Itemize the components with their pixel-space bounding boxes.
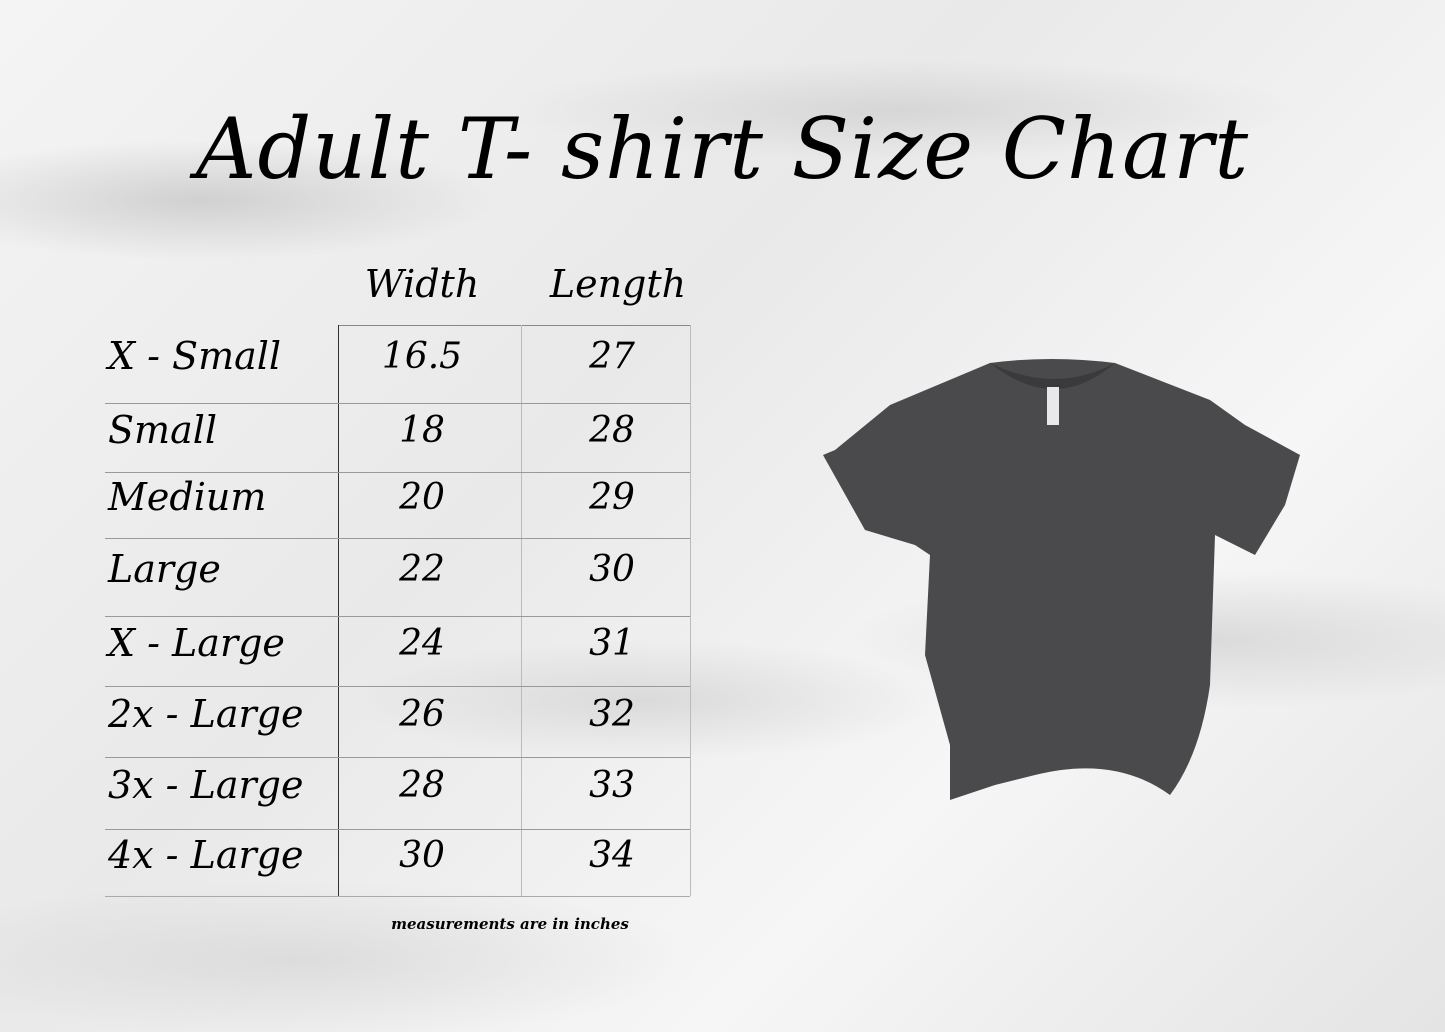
tshirt-body <box>823 359 1300 800</box>
length-value: 29 <box>589 477 635 518</box>
width-value: 18 <box>399 409 445 451</box>
length-value: 33 <box>589 765 635 806</box>
row-divider <box>105 896 690 897</box>
tshirt-collar <box>990 363 1115 389</box>
length-value: 30 <box>589 549 635 590</box>
row-divider <box>105 403 690 404</box>
length-value: 27 <box>589 336 635 377</box>
row-divider <box>105 829 690 830</box>
size-label: X - Small <box>108 334 282 378</box>
table-column-divider <box>521 325 522 896</box>
width-value: 26 <box>399 693 445 735</box>
width-value: 28 <box>399 765 445 806</box>
table-divider <box>338 325 339 896</box>
size-label: 3x - Large <box>108 763 304 807</box>
size-label: X - Large <box>108 621 285 665</box>
width-value: 30 <box>399 834 445 876</box>
size-label: 2x - Large <box>108 691 304 736</box>
chart-title: Adult T- shirt Size Chart <box>195 100 1250 198</box>
length-value: 32 <box>589 693 635 735</box>
length-value: 31 <box>589 623 635 664</box>
table-top-border <box>338 325 690 326</box>
row-divider <box>105 616 690 617</box>
size-label: Medium <box>108 475 267 519</box>
column-header-length: Length <box>549 262 687 306</box>
measurement-note: measurements are in inches <box>391 915 629 933</box>
length-value: 28 <box>589 409 635 451</box>
width-value: 24 <box>399 623 445 664</box>
row-divider <box>105 757 690 758</box>
tshirt-image <box>823 359 1300 800</box>
table-right-border <box>690 325 691 896</box>
width-value: 22 <box>399 549 445 590</box>
column-header-width: Width <box>364 262 480 306</box>
row-divider <box>105 472 690 473</box>
row-divider <box>105 538 690 539</box>
row-divider <box>105 686 690 687</box>
size-label: 4x - Large <box>108 832 304 877</box>
tshirt-tag <box>1047 387 1059 425</box>
length-value: 34 <box>589 834 635 876</box>
width-value: 20 <box>399 477 445 518</box>
size-label: Large <box>108 547 221 591</box>
width-value: 16.5 <box>381 336 463 377</box>
size-label: Small <box>108 407 218 452</box>
